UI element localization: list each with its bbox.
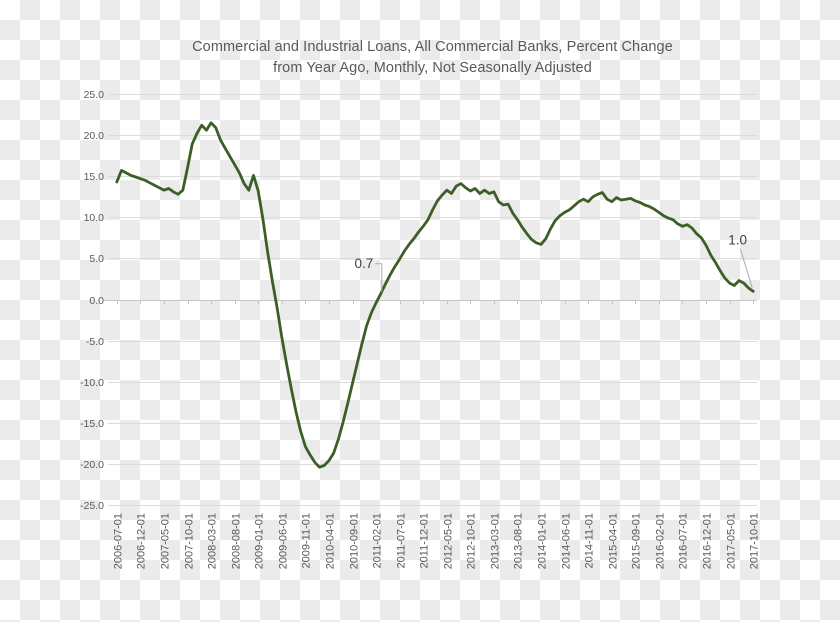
annotation-leader-line (740, 249, 753, 288)
x-tick-label: 2016-07-01 (678, 513, 690, 569)
x-tick-label: 2016-12-01 (702, 513, 714, 569)
chart-title-line2: from Year Ago, Monthly, Not Seasonally A… (273, 60, 592, 76)
x-tick-label: 2011-07-01 (396, 513, 408, 568)
x-tick-label: 2007-10-01 (184, 513, 196, 569)
x-tick-label: 2016-02-01 (655, 513, 667, 569)
x-tick-label: 2012-05-01 (443, 513, 455, 569)
x-tick-label: 2015-09-01 (631, 513, 643, 569)
chart-title-line1: Commercial and Industrial Loans, All Com… (192, 39, 673, 55)
y-tick-label: 20.0 (84, 130, 105, 142)
x-tick-label: 2009-06-01 (278, 513, 290, 569)
y-tick-label: -10.0 (80, 377, 104, 389)
y-tick-label: -15.0 (80, 418, 104, 430)
x-tick-label: 2009-01-01 (254, 513, 266, 569)
y-tick-label: -20.0 (80, 459, 104, 471)
x-tick-label: 2007-05-01 (160, 513, 172, 569)
x-tick-label: 2009-11-01 (301, 513, 313, 568)
x-tick-label: 2013-08-01 (513, 513, 525, 569)
x-tick-label: 2010-04-01 (325, 513, 337, 569)
x-tick-label: 2014-11-01 (584, 513, 596, 568)
x-tick-label: 2011-02-01 (372, 513, 384, 568)
x-tick-label: 2006-07-01 (113, 513, 125, 569)
x-tick-label: 2013-03-01 (490, 513, 502, 569)
y-tick-label: 5.0 (89, 253, 104, 265)
y-tick-label: -25.0 (80, 500, 104, 512)
y-tick-label: 15.0 (84, 171, 105, 183)
x-tick-label: 2008-08-01 (231, 513, 243, 569)
chart-title: Commercial and Industrial Loans, All Com… (108, 37, 757, 79)
annotation-leader-line (375, 263, 383, 292)
x-tick-label: 2006-12-01 (136, 513, 148, 569)
x-tick-label: 2017-05-01 (726, 513, 738, 569)
x-tick-label: 2012-10-01 (466, 513, 478, 569)
y-tick-label: -5.0 (86, 336, 104, 348)
x-tick-label: 2008-03-01 (207, 513, 219, 569)
y-tick-label: 25.0 (84, 89, 105, 101)
x-tick-label: 2010-09-01 (349, 513, 361, 569)
y-tick-label: 0.0 (89, 295, 104, 307)
x-tick-label: 2014-01-01 (537, 513, 549, 569)
series-line (115, 121, 755, 469)
x-tick-label: 2017-10-01 (749, 513, 761, 569)
y-tick-label: 10.0 (84, 212, 105, 224)
x-tick-label: 2011-12-01 (419, 513, 431, 568)
annotation-label: 0.7 (355, 256, 374, 271)
annotation-label: 1.0 (728, 232, 747, 247)
x-tick-label: 2014-06-01 (561, 513, 573, 569)
x-tick-label: 2015-04-01 (608, 513, 620, 569)
